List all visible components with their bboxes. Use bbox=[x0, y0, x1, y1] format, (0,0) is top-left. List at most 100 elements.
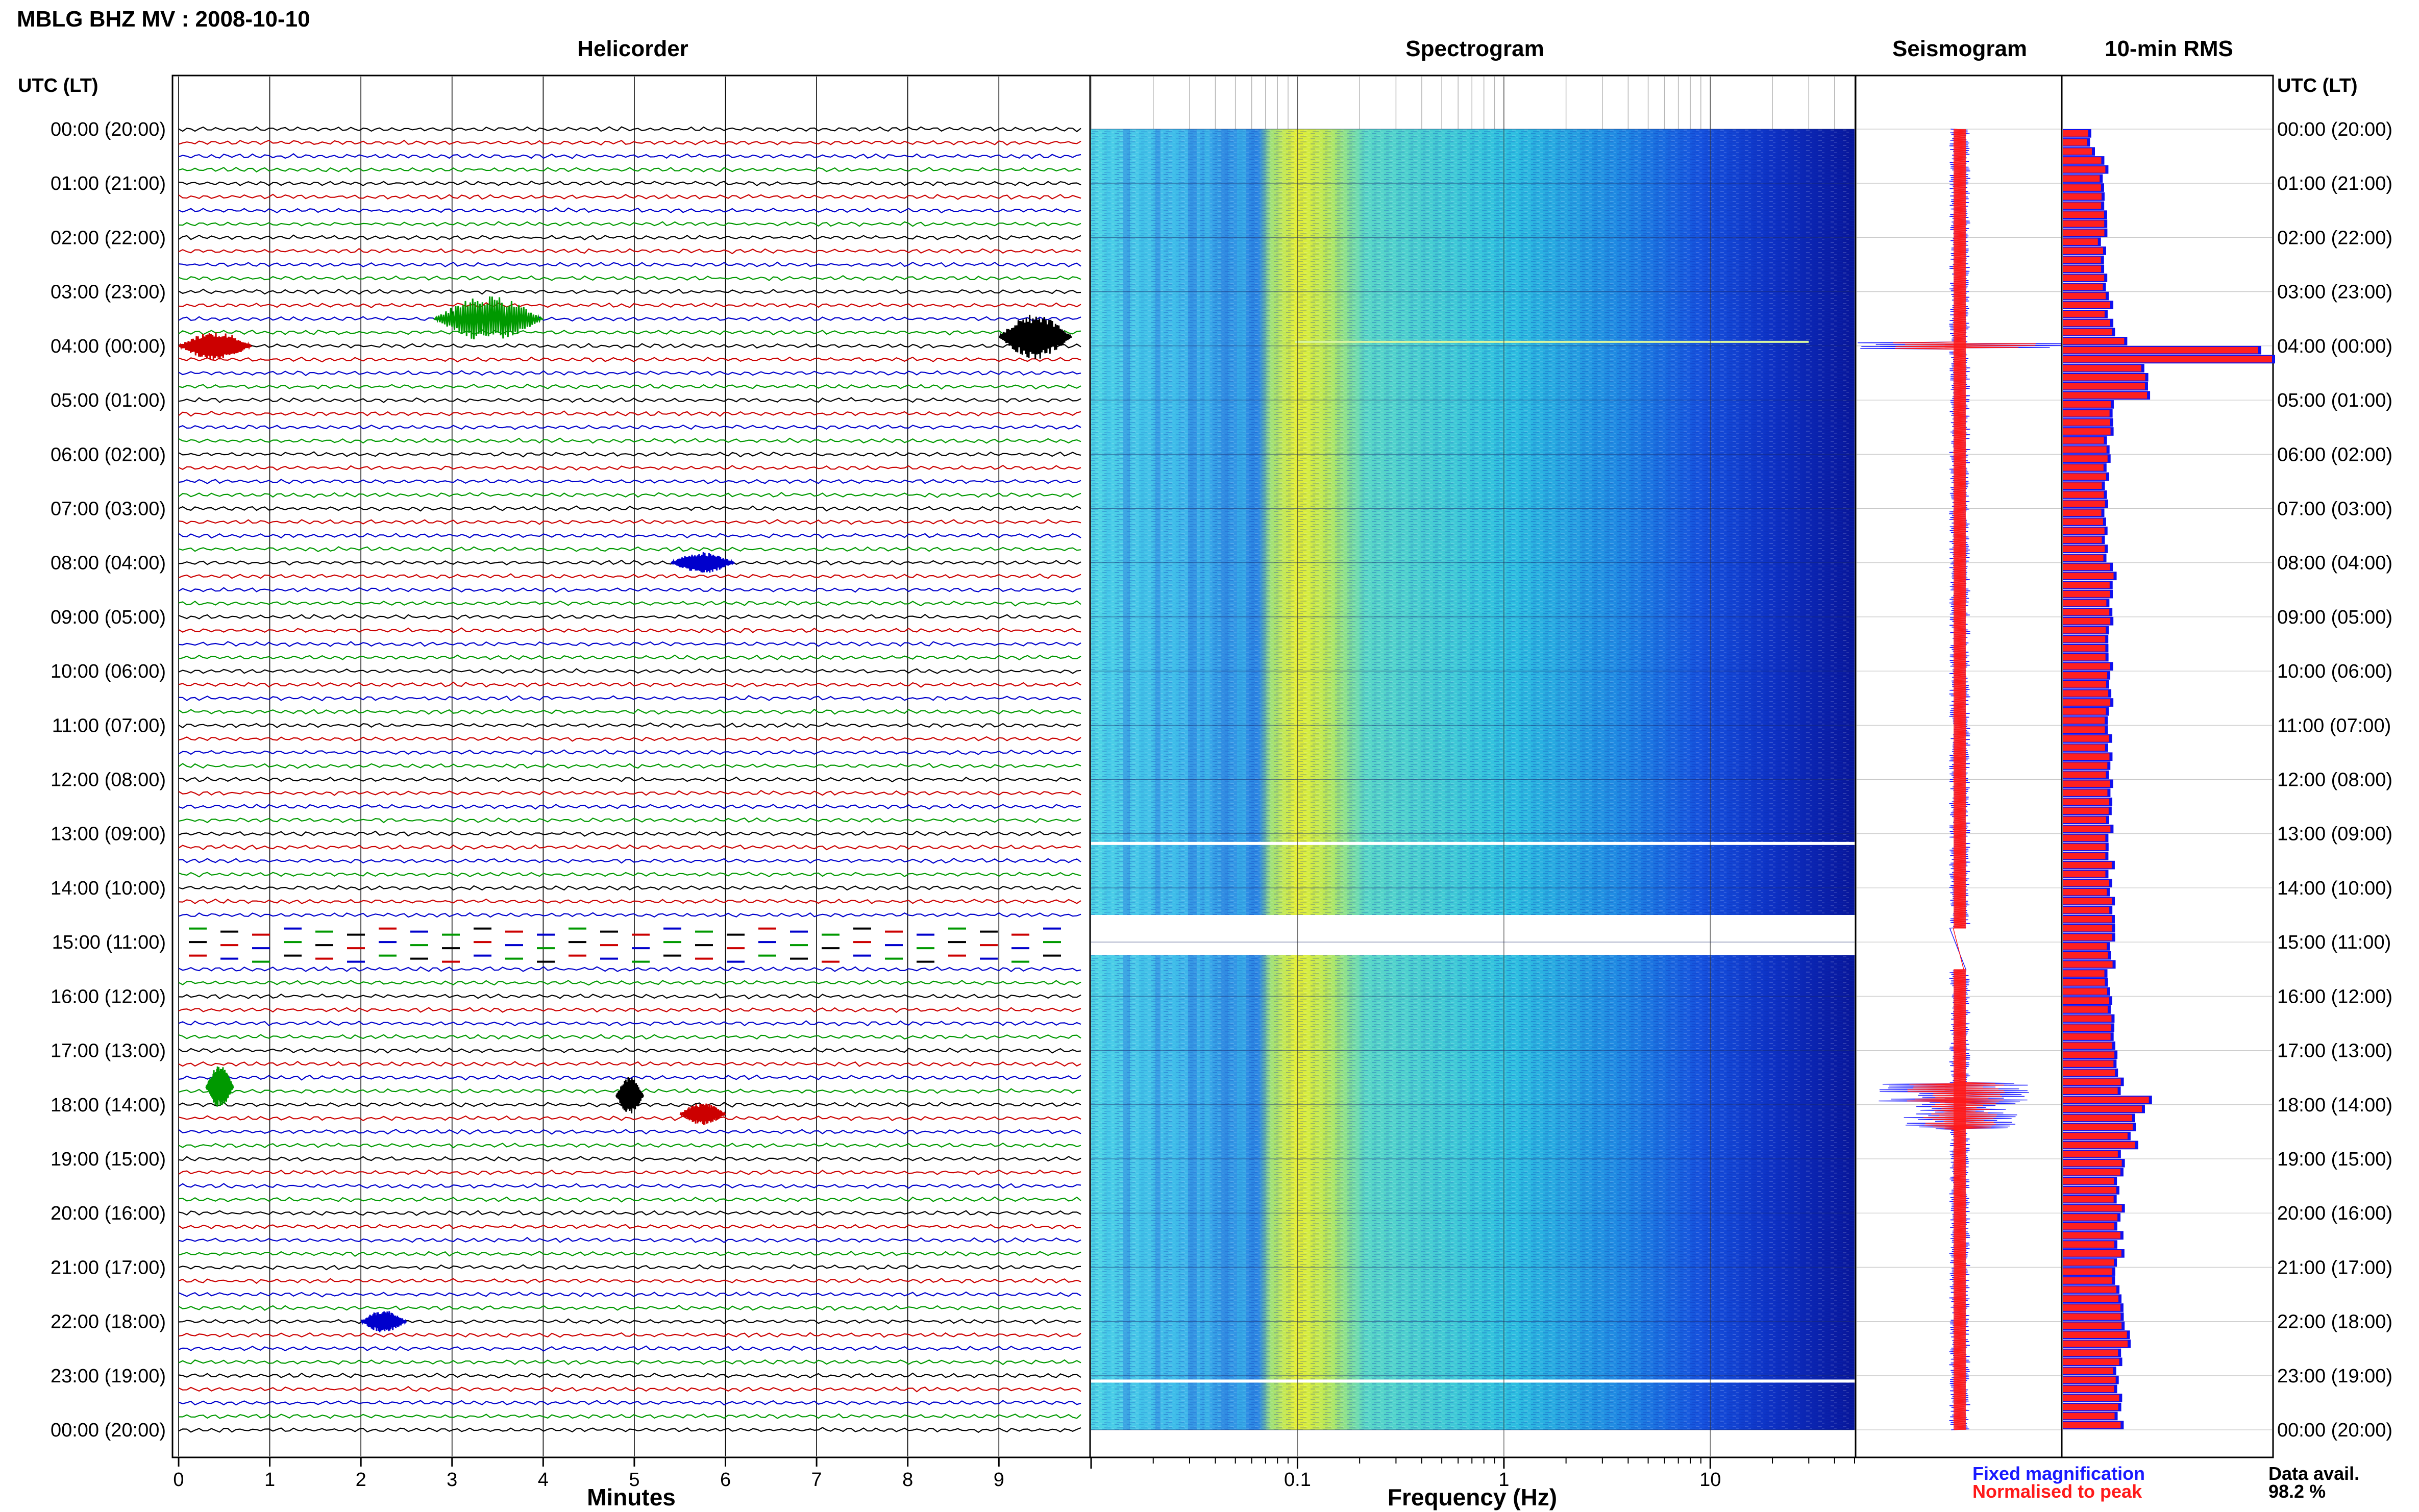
time-tick-label-right: 17:00 (13:00) bbox=[2277, 1040, 2392, 1062]
data-availability-value: 98.2 % bbox=[2268, 1481, 2326, 1502]
minutes-axis-label: Minutes bbox=[587, 1484, 676, 1510]
rms-bar-normalised bbox=[2063, 672, 2108, 679]
rms-bar-normalised bbox=[2063, 1331, 2127, 1338]
rms-bar-normalised bbox=[2063, 663, 2110, 670]
rms-bar-normalised bbox=[2063, 1006, 2108, 1013]
minute-tick-label: 0 bbox=[173, 1469, 184, 1491]
rms-bar-normalised bbox=[2063, 1295, 2119, 1302]
rms-bar-normalised bbox=[2063, 311, 2105, 317]
low-frequency-stripe bbox=[1237, 129, 1246, 915]
time-tick-label-left: 00:00 (20:00) bbox=[51, 119, 166, 140]
rms-bar-normalised bbox=[2063, 211, 2104, 218]
rms-bar-normalised bbox=[2063, 1033, 2111, 1040]
helicorder-trace bbox=[178, 613, 1081, 620]
right-time-header: UTC (LT) bbox=[2277, 75, 2358, 96]
rms-bar-normalised bbox=[2063, 428, 2111, 435]
spectrogram-hour-lines bbox=[1091, 129, 1855, 1430]
helicorder-event bbox=[205, 1066, 234, 1107]
rms-bar-normalised bbox=[2063, 708, 2106, 715]
time-tick-label-left: 19:00 (15:00) bbox=[51, 1149, 166, 1170]
seismogram-title: Seismogram bbox=[1892, 36, 2027, 61]
rms-bar-normalised bbox=[2063, 518, 2103, 525]
spectrogram-texture-top bbox=[1091, 129, 1855, 915]
minute-tick-label: 1 bbox=[264, 1469, 275, 1491]
helicorder-trace bbox=[178, 410, 1081, 417]
rms-bar-normalised bbox=[2063, 600, 2107, 607]
helicorder-trace bbox=[178, 139, 1081, 146]
time-tick-label-left: 09:00 (05:00) bbox=[51, 607, 166, 628]
helicorder-trace bbox=[178, 1250, 1081, 1257]
helicorder-trace bbox=[178, 302, 1081, 308]
rms-bar-normalised bbox=[2063, 220, 2105, 227]
rms-bar-normalised bbox=[2063, 509, 2102, 516]
minute-tick-label: 9 bbox=[994, 1469, 1004, 1491]
time-tick-label-right: 05:00 (01:00) bbox=[2277, 390, 2392, 411]
rms-bar-normalised bbox=[2063, 157, 2102, 164]
helicorder-trace bbox=[178, 234, 1081, 241]
helicorder-trace bbox=[178, 491, 1081, 499]
spectrogram-gap-line bbox=[1091, 841, 1855, 845]
time-tick-label-right: 04:00 (00:00) bbox=[2277, 336, 2392, 357]
time-tick-label-left: 16:00 (12:00) bbox=[51, 986, 166, 1007]
helicorder-trace bbox=[178, 600, 1081, 607]
helicorder-trace bbox=[178, 1386, 1081, 1393]
rms-bar-normalised bbox=[2063, 536, 2102, 543]
rms-bar-normalised bbox=[2063, 871, 2106, 878]
time-tick-label-right: 18:00 (14:00) bbox=[2277, 1095, 2392, 1116]
rms-bar-normalised bbox=[2063, 1178, 2114, 1185]
helicorder-trace bbox=[178, 654, 1081, 661]
low-frequency-stripe bbox=[1123, 129, 1130, 915]
rms-bar-normalised bbox=[2063, 816, 2107, 824]
time-tick-label-left: 21:00 (17:00) bbox=[51, 1257, 166, 1278]
helicorder-trace bbox=[179, 1413, 1081, 1419]
helicorder-trace bbox=[178, 789, 1081, 796]
rms-bar-normalised bbox=[2063, 925, 2112, 932]
time-tick-label-left: 08:00 (04:00) bbox=[51, 553, 166, 574]
helicorder-event bbox=[998, 314, 1072, 359]
rms-bar-normalised bbox=[2063, 717, 2105, 724]
time-tick-label-left: 23:00 (19:00) bbox=[51, 1366, 166, 1387]
helicorder-trace bbox=[178, 708, 1081, 715]
rms-bar-normalised bbox=[2063, 988, 2107, 995]
rms-bar-normalised bbox=[2063, 744, 2105, 751]
rms-bar-normalised bbox=[2063, 473, 2107, 480]
rms-bar-normalised bbox=[2063, 1349, 2118, 1356]
helicorder-trace bbox=[178, 505, 1081, 512]
helicorder-trace bbox=[178, 762, 1081, 769]
rms-bar-normalised bbox=[2063, 527, 2105, 534]
helicorder-trace bbox=[178, 993, 1081, 1000]
rms-bar-normalised bbox=[2063, 1132, 2128, 1139]
rms-bar-normalised bbox=[2063, 1078, 2121, 1085]
frequency-tick-label: 1 bbox=[1498, 1469, 1509, 1491]
rms-bar-normalised bbox=[2063, 346, 2258, 354]
time-tick-label-right: 19:00 (15:00) bbox=[2277, 1149, 2392, 1170]
helicorder-trace bbox=[178, 776, 1081, 783]
time-tick-label-left: 04:00 (00:00) bbox=[51, 336, 166, 357]
rms-bar-normalised bbox=[2063, 392, 2148, 399]
helicorder-trace bbox=[178, 1020, 1081, 1027]
rms-bar-normalised bbox=[2063, 780, 2110, 787]
rms-title: 10-min RMS bbox=[2105, 36, 2233, 61]
helicorder-trace bbox=[178, 641, 1081, 648]
rms-bar-normalised bbox=[2063, 1340, 2128, 1347]
rms-bar-normalised bbox=[2063, 1097, 2149, 1103]
rms-bar-normalised bbox=[2063, 175, 2100, 182]
spectrogram-gaps bbox=[1091, 340, 1855, 1383]
helicorder-trace bbox=[178, 275, 1081, 281]
helicorder-trace bbox=[178, 1183, 1081, 1189]
helicorder-event bbox=[670, 552, 735, 573]
rms-bar-normalised bbox=[2063, 1313, 2121, 1320]
helicorder-trace bbox=[178, 193, 1081, 200]
rms-bar-normalised bbox=[2063, 302, 2111, 309]
rms-bar-normalised bbox=[2063, 464, 2104, 471]
helicorder-trace bbox=[178, 1372, 1081, 1379]
rms-bar-normalised bbox=[2063, 419, 2110, 426]
rms-bar-normalised bbox=[2063, 139, 2087, 146]
rms-bar-normalised bbox=[2063, 681, 2106, 688]
low-frequency-stripe bbox=[1172, 955, 1179, 1430]
helicorder-event bbox=[360, 1311, 407, 1332]
figure-title: MBLG BHZ MV : 2008-10-10 bbox=[17, 7, 310, 32]
time-tick-label-left: 11:00 (07:00) bbox=[52, 715, 166, 736]
minute-tick-label: 3 bbox=[447, 1469, 457, 1491]
